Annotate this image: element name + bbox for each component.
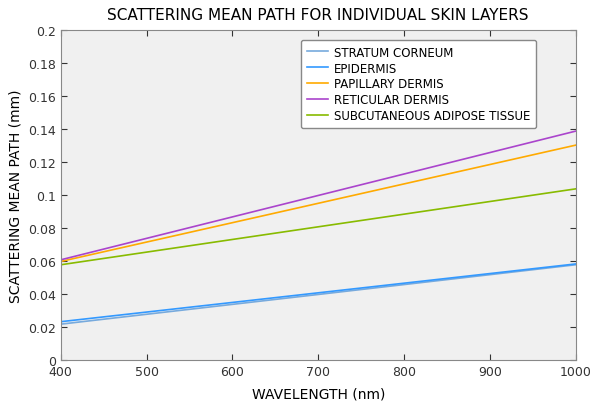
Y-axis label: SCATTERING MEAN PATH (mm): SCATTERING MEAN PATH (mm) <box>8 90 22 303</box>
Title: SCATTERING MEAN PATH FOR INDIVIDUAL SKIN LAYERS: SCATTERING MEAN PATH FOR INDIVIDUAL SKIN… <box>107 8 529 23</box>
X-axis label: WAVELENGTH (nm): WAVELENGTH (nm) <box>251 387 385 401</box>
Legend: STRATUM CORNEUM, EPIDERMIS, PAPILLARY DERMIS, RETICULAR DERMIS, SUBCUTANEOUS ADI: STRATUM CORNEUM, EPIDERMIS, PAPILLARY DE… <box>301 40 536 129</box>
